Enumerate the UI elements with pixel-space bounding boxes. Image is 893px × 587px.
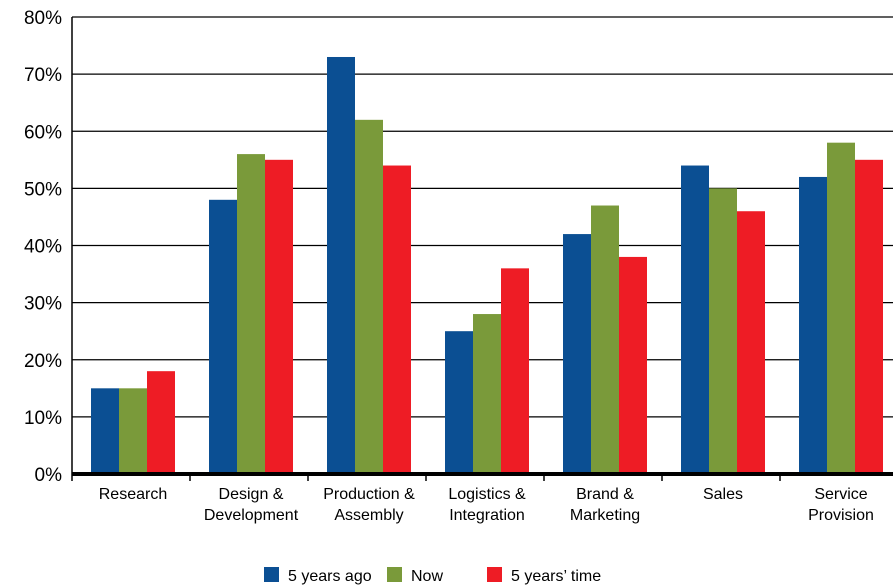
bar xyxy=(355,119,383,474)
bar xyxy=(119,388,147,474)
x-tick-label-line: Design & xyxy=(219,486,284,503)
y-tick-label: 60% xyxy=(24,122,62,143)
legend-swatch xyxy=(264,567,279,582)
x-tick-label-line: Provision xyxy=(808,507,874,524)
bar xyxy=(619,256,647,474)
x-tick-label: Brand & Marketing xyxy=(570,486,640,524)
bar xyxy=(265,159,293,474)
x-tick-label-line: Marketing xyxy=(570,507,640,524)
bar xyxy=(91,388,119,474)
y-tick-label: 20% xyxy=(24,351,62,372)
bar xyxy=(327,56,355,475)
x-tick-label-line: Production & xyxy=(323,486,415,503)
x-tick-label: Sales xyxy=(703,486,743,503)
bar xyxy=(855,159,883,474)
x-tick-label: Production & Assembly xyxy=(323,486,415,524)
bar xyxy=(737,211,765,474)
bar xyxy=(799,176,827,474)
y-tick-label: 80% xyxy=(24,8,62,29)
x-tick-label-line: Logistics & xyxy=(448,486,526,503)
legend-label: Now xyxy=(411,568,443,585)
bar xyxy=(445,331,473,474)
legend-label: 5 years ago xyxy=(288,568,372,585)
x-tick-label: Design & Development xyxy=(204,486,299,524)
y-tick-label: 50% xyxy=(24,179,62,200)
legend-swatch xyxy=(387,567,402,582)
x-tick-label-line: Research xyxy=(99,486,167,503)
y-tick-label: 30% xyxy=(24,294,62,315)
x-tick-label-line: Sales xyxy=(703,486,743,503)
x-tick-label-line: Service xyxy=(814,486,867,503)
bar xyxy=(501,268,529,474)
y-tick-labels: 0% 10% 20% 30% 40% 50% 60% 70% 80% xyxy=(24,8,62,486)
bar xyxy=(209,199,237,475)
bar xyxy=(383,165,411,474)
gridlines xyxy=(72,16,893,418)
legend-label: 5 years’ time xyxy=(511,568,601,585)
y-tick-label: 0% xyxy=(35,465,63,486)
bar xyxy=(709,188,737,474)
x-tick-labels: Research Design & Development Production & A… xyxy=(99,486,874,524)
x-tick-label: Service Provision xyxy=(808,486,874,524)
legend-swatch xyxy=(487,567,502,582)
bar xyxy=(827,142,855,475)
x-tick-label: Research xyxy=(99,486,167,503)
bar xyxy=(681,165,709,474)
x-tick-label-line: Integration xyxy=(449,507,525,524)
bars xyxy=(91,56,883,475)
bar xyxy=(473,314,501,474)
bar xyxy=(237,154,265,474)
x-tick-label: Logistics & Integration xyxy=(448,486,526,524)
x-tick-label-line: Assembly xyxy=(334,507,403,524)
y-tick-label: 70% xyxy=(24,65,62,86)
bar xyxy=(591,205,619,474)
y-tick-label: 10% xyxy=(24,408,62,429)
axes xyxy=(71,17,893,481)
bar xyxy=(147,371,175,474)
legend: 5 years ago Now 5 years’ time xyxy=(264,567,601,585)
bar xyxy=(563,234,591,474)
x-tick-label-line: Development xyxy=(204,507,299,524)
y-tick-label: 40% xyxy=(24,237,62,258)
x-tick-label-line: Brand & xyxy=(576,486,634,503)
